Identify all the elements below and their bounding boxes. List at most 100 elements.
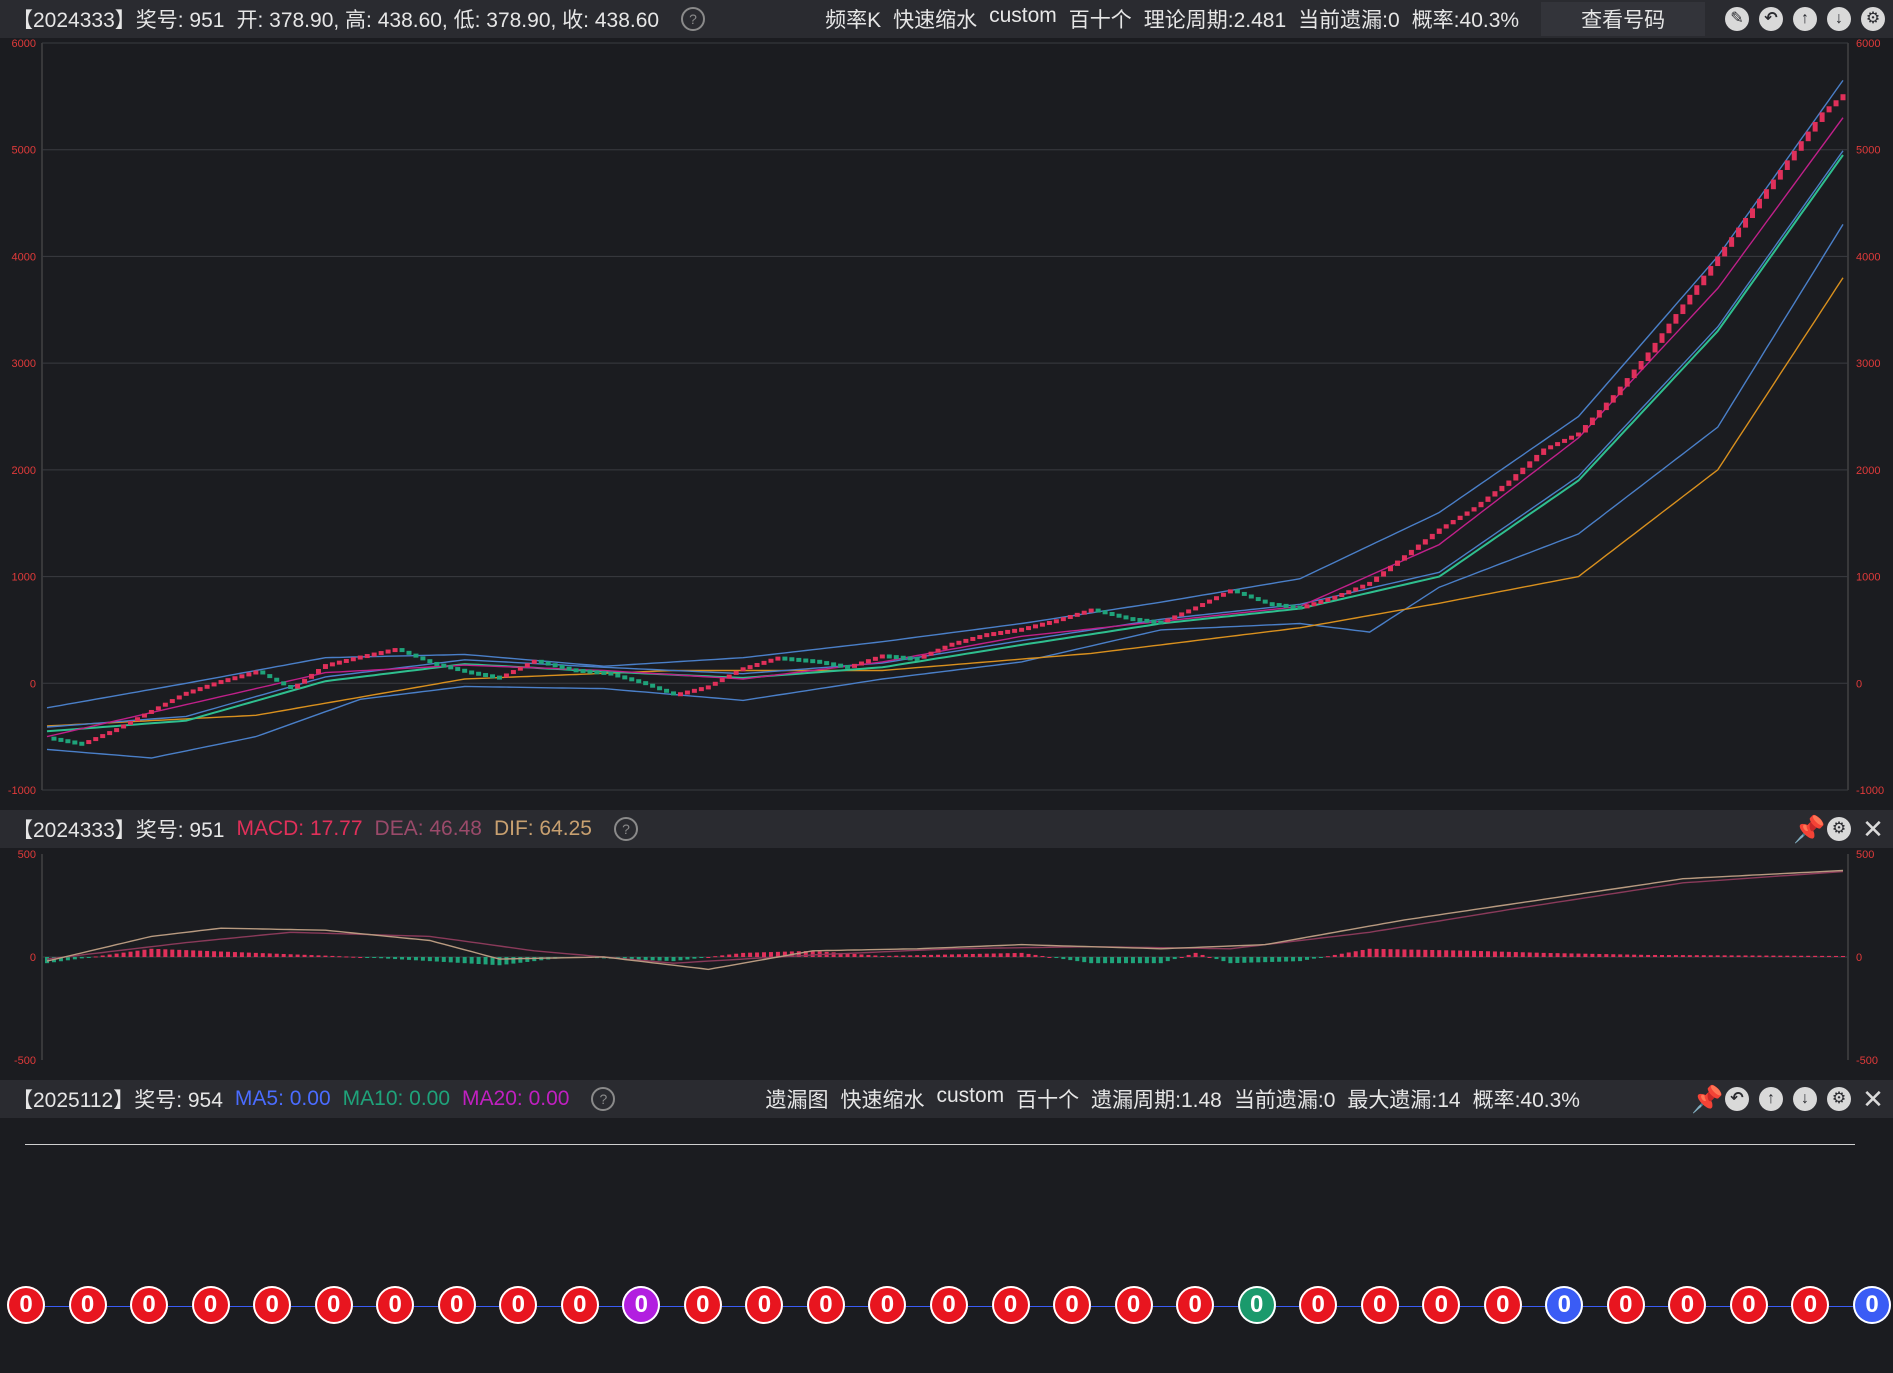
pin-icon[interactable]: 📌: [1793, 814, 1826, 844]
macd-bar: [274, 953, 279, 957]
miss-ball[interactable]: 0: [314, 1286, 353, 1324]
settings-icon[interactable]: ⚙: [1861, 7, 1885, 31]
miss-ball[interactable]: 0: [1360, 1286, 1399, 1324]
y-tick-label: 0: [30, 952, 36, 964]
miss-ball[interactable]: 0: [1299, 1286, 1338, 1324]
undo-icon[interactable]: ↶: [1725, 1087, 1749, 1111]
miss-ball[interactable]: 0: [68, 1286, 107, 1324]
candle: [1095, 608, 1101, 613]
macd-bar: [1673, 955, 1678, 957]
tab-fast-shrink[interactable]: 快速缩水: [840, 1089, 925, 1112]
miss-ball[interactable]: 0: [253, 1286, 292, 1324]
candle: [831, 662, 837, 667]
help-icon[interactable]: ?: [614, 817, 638, 841]
miss-ball[interactable]: 0: [1053, 1286, 1092, 1324]
up-icon[interactable]: ↑: [1793, 7, 1817, 31]
candle: [636, 679, 642, 684]
miss-ball[interactable]: 0: [1176, 1286, 1215, 1324]
macd-bar: [518, 957, 523, 963]
miss-ball[interactable]: 0: [806, 1286, 845, 1324]
miss-ball[interactable]: 0: [1237, 1286, 1276, 1324]
miss-ball[interactable]: 0: [1545, 1286, 1584, 1324]
help-icon[interactable]: ?: [591, 1087, 616, 1111]
tab-freq-k[interactable]: 频率K: [825, 9, 882, 32]
candle: [1443, 524, 1449, 529]
tab-miss-chart[interactable]: 遗漏图: [765, 1089, 829, 1112]
macd-bar: [1068, 957, 1073, 961]
up-icon[interactable]: ↑: [1759, 1087, 1783, 1111]
candle: [190, 689, 196, 694]
tab-custom[interactable]: custom: [936, 1084, 1005, 1107]
candle: [1116, 613, 1122, 618]
macd-chart[interactable]: 500 500 0 0 -500 -500: [0, 848, 1893, 1080]
macd-bar: [1263, 957, 1268, 963]
miss-ball[interactable]: 0: [560, 1286, 599, 1324]
miss-ball[interactable]: 0: [376, 1286, 415, 1324]
candle: [552, 663, 558, 668]
candle: [1318, 600, 1324, 605]
macd-bar: [1806, 955, 1811, 957]
candle: [886, 654, 892, 659]
kline-chart[interactable]: 6000 6000 5000 5000 4000 4000 3000 3000 2000 2000…: [0, 38, 1893, 810]
ma-magenta-line: [46, 117, 1844, 738]
macd-bar: [880, 955, 885, 957]
candle: [872, 656, 878, 661]
miss-ball[interactable]: 0: [1114, 1286, 1153, 1324]
tab-digits[interactable]: 百十个: [1068, 9, 1132, 32]
help-icon[interactable]: ?: [681, 7, 706, 31]
macd-bar: [358, 957, 363, 958]
miss-ball[interactable]: 0: [1791, 1286, 1830, 1324]
miss-ball[interactable]: 0: [683, 1286, 722, 1324]
down-icon[interactable]: ↓: [1793, 1087, 1817, 1111]
miss-ball[interactable]: 0: [622, 1286, 661, 1324]
candle: [1005, 629, 1011, 634]
macd-bar: [1785, 955, 1790, 957]
view-numbers-button[interactable]: 查看号码: [1541, 2, 1706, 36]
miss-ball[interactable]: 0: [1853, 1286, 1891, 1324]
macd-bar: [1611, 954, 1616, 957]
settings-icon[interactable]: ⚙: [1827, 1087, 1851, 1111]
candle: [462, 668, 468, 673]
miss-ball[interactable]: 0: [745, 1286, 784, 1324]
miss-ball[interactable]: 0: [1483, 1286, 1522, 1324]
macd-bar: [685, 957, 690, 960]
miss-ball[interactable]: 0: [991, 1286, 1030, 1324]
close-icon[interactable]: ✕: [1862, 814, 1884, 844]
miss-ball[interactable]: 0: [1606, 1286, 1645, 1324]
miss-ball[interactable]: 0: [191, 1286, 230, 1324]
candle: [810, 659, 816, 664]
macd-bar: [657, 957, 662, 961]
miss-ball[interactable]: 0: [499, 1286, 538, 1324]
miss-ball[interactable]: 0: [930, 1286, 968, 1324]
undo-icon[interactable]: ↶: [1759, 7, 1783, 31]
macd-bar: [956, 954, 961, 957]
candle: [559, 664, 565, 669]
candle: [246, 672, 252, 677]
macd-bar: [796, 951, 801, 957]
miss-ball[interactable]: 0: [1729, 1286, 1768, 1324]
miss-ball[interactable]: 0: [1422, 1286, 1461, 1324]
candle: [1805, 131, 1811, 142]
miss-ball[interactable]: 0: [1668, 1286, 1707, 1324]
settings-icon[interactable]: ⚙: [1827, 817, 1851, 841]
miss-ball[interactable]: 0: [7, 1286, 45, 1324]
miss-ball[interactable]: 0: [130, 1286, 169, 1324]
close-icon[interactable]: ✕: [1862, 1084, 1884, 1114]
miss-ball[interactable]: 0: [437, 1286, 476, 1324]
macd-bar: [1040, 955, 1045, 957]
tab-custom[interactable]: custom: [989, 4, 1057, 27]
candle: [1520, 467, 1526, 475]
current-miss: 当前遗漏:0: [1298, 9, 1400, 32]
tab-digits[interactable]: 百十个: [1016, 1089, 1080, 1112]
macd-bar: [1381, 949, 1386, 957]
down-icon[interactable]: ↓: [1827, 7, 1851, 31]
edit-icon[interactable]: ✎: [1725, 7, 1749, 31]
pin-icon[interactable]: 📌: [1691, 1084, 1724, 1114]
divider: [25, 1144, 1855, 1145]
ma-green-line: [46, 154, 1844, 733]
macd-bar: [337, 956, 342, 958]
macd-bar: [803, 951, 808, 957]
tab-fast-shrink[interactable]: 快速缩水: [893, 9, 978, 32]
candle: [1060, 617, 1066, 622]
miss-ball[interactable]: 0: [868, 1286, 907, 1324]
